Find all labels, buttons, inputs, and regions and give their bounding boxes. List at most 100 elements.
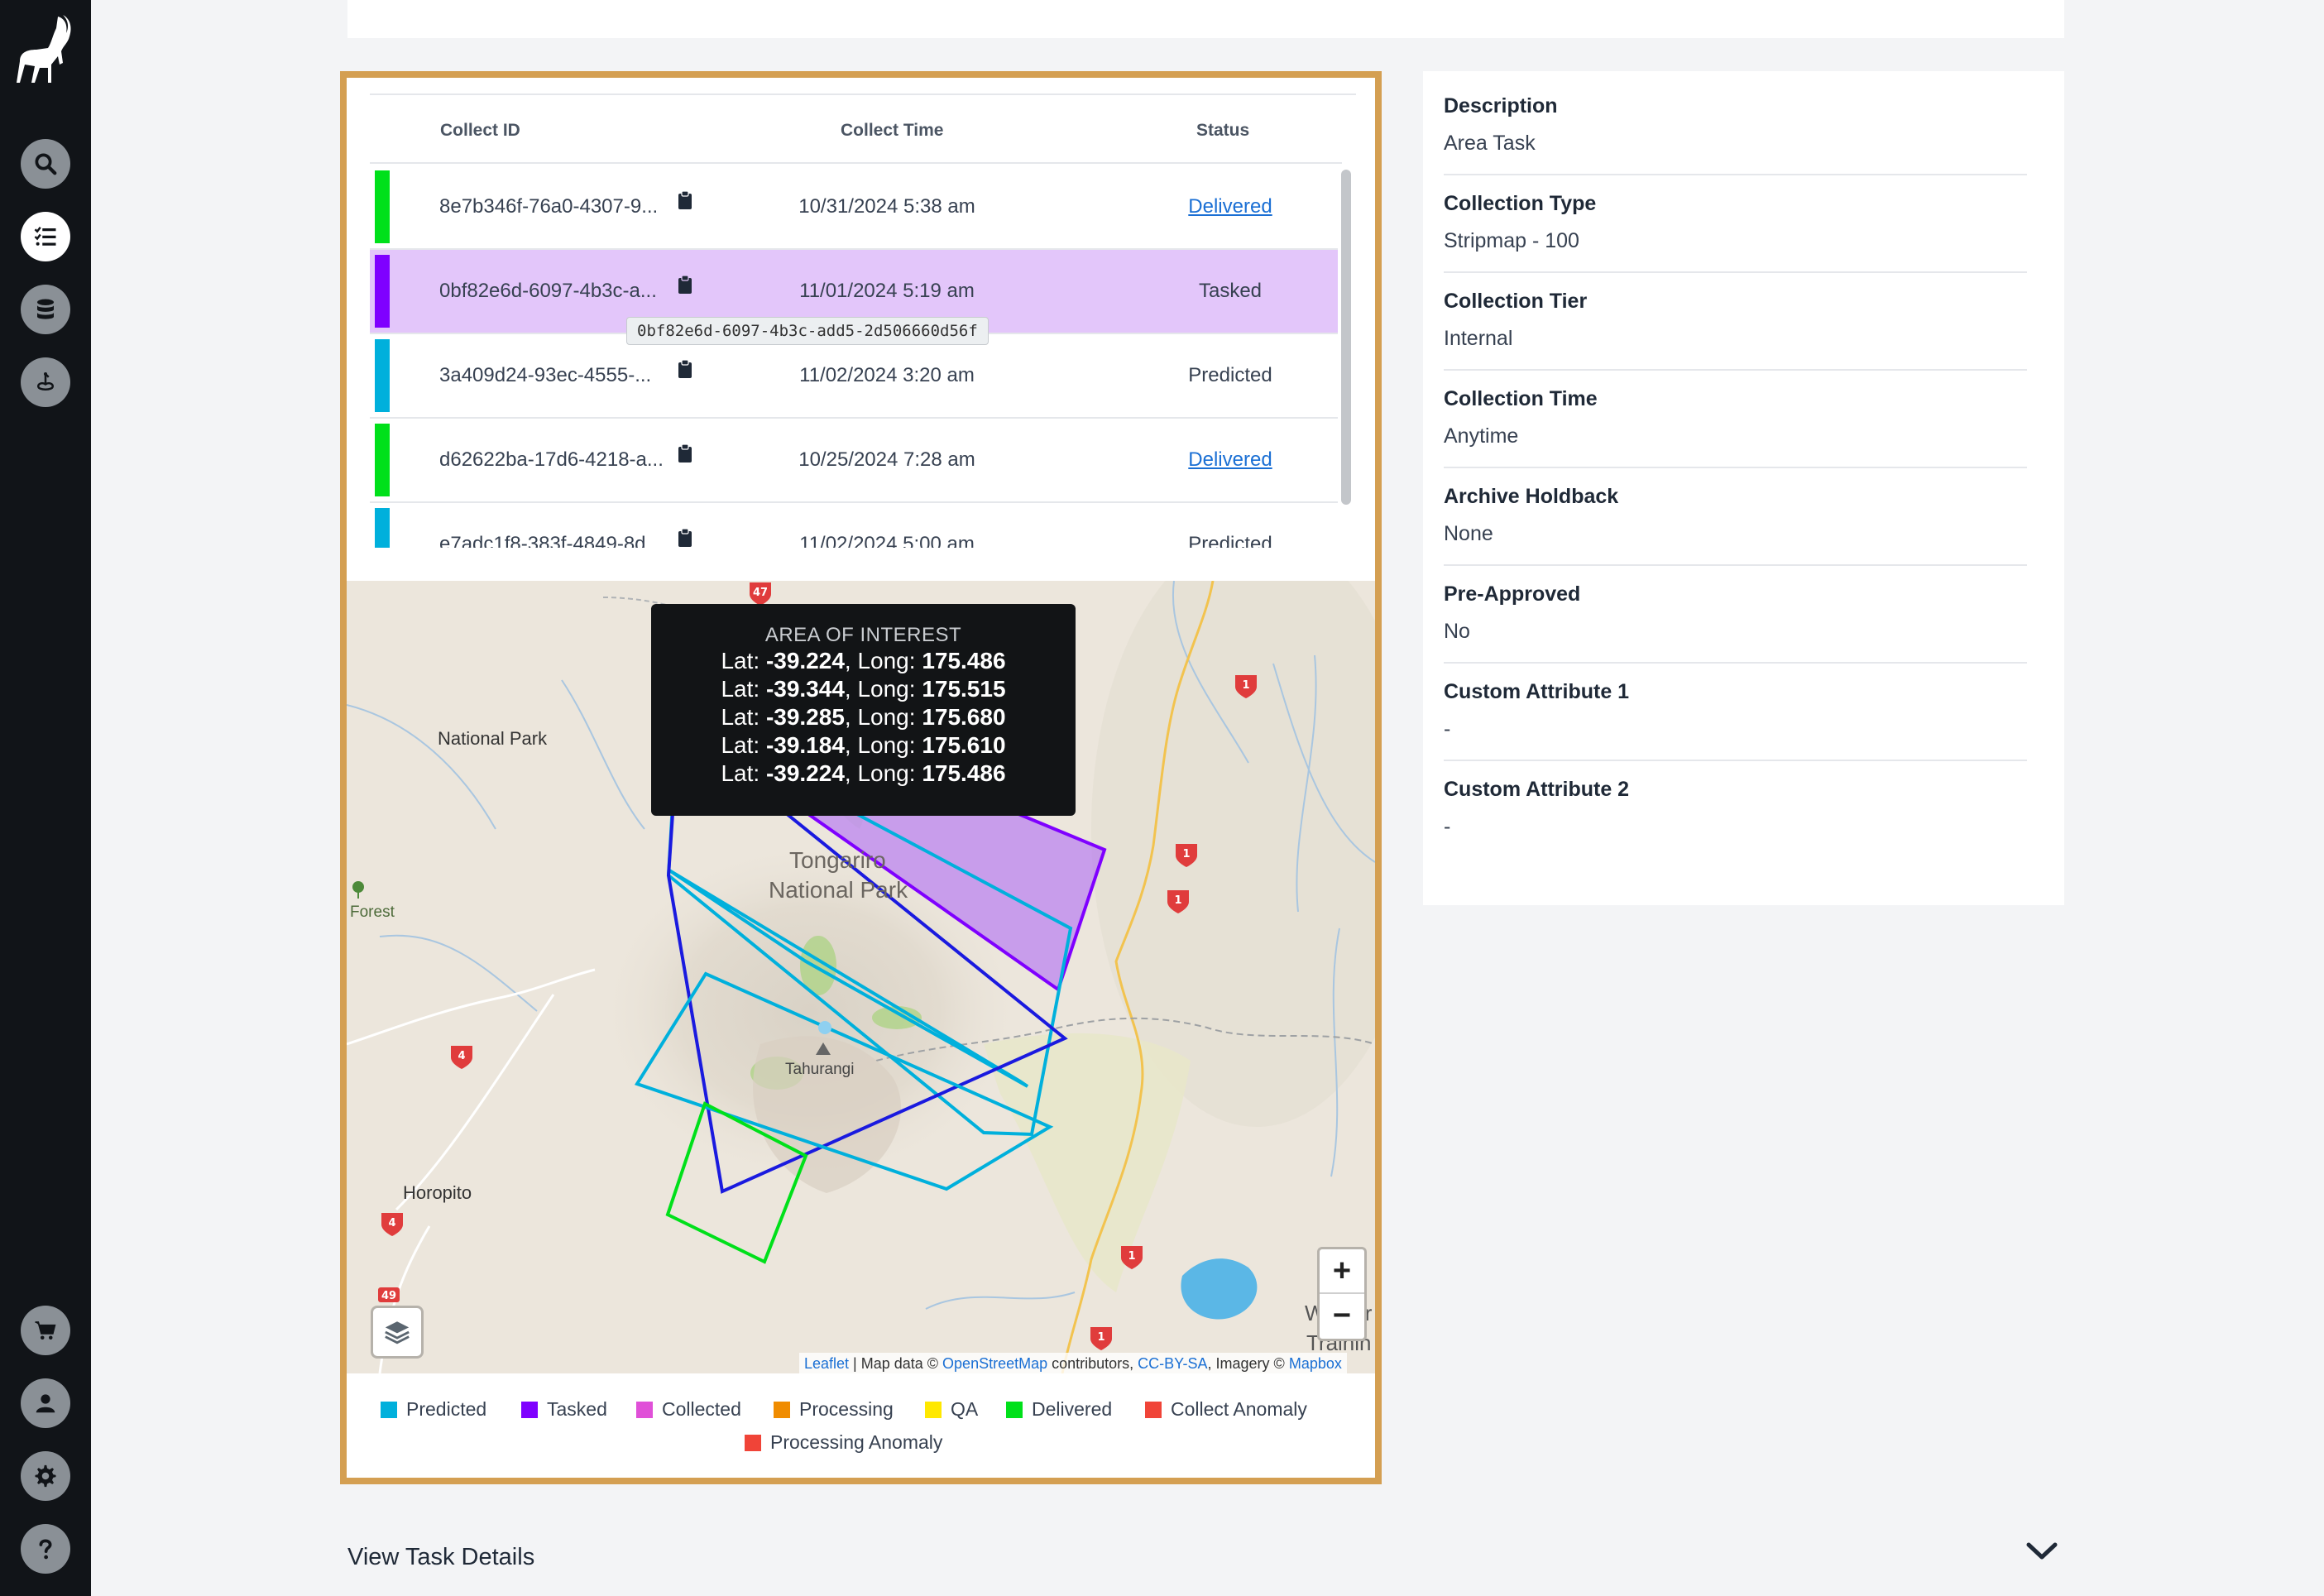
legend-swatch	[636, 1401, 653, 1418]
legend-item-predicted: Predicted	[381, 1398, 486, 1421]
collect-id: e7adc1f8-383f-4849-8d...	[439, 533, 663, 548]
road-number: 4	[458, 1050, 465, 1062]
road-shield-icon: 4	[451, 1046, 472, 1069]
detail-collection-type: Collection Type Stripmap - 100	[1444, 192, 2027, 273]
database-icon	[37, 299, 54, 319]
road-number: 1	[1128, 1250, 1135, 1263]
collects-table-body: 8e7b346f-76a0-4307-9... 10/31/2024 5:38 …	[370, 162, 1342, 548]
detail-divider	[1444, 271, 2027, 273]
road-number: 1	[1097, 1331, 1104, 1344]
collect-time: 11/01/2024 5:19 am	[799, 280, 975, 302]
clipboard-icon[interactable]	[678, 275, 692, 295]
road-shield-icon: 1	[1235, 675, 1257, 698]
zoom-in-button[interactable]: +	[1332, 1253, 1352, 1288]
zoom-out-button[interactable]: −	[1332, 1297, 1352, 1333]
table-scrollbar[interactable]	[1341, 170, 1351, 505]
map-label-horopito: Horopito	[403, 1182, 472, 1203]
legend-swatch	[381, 1401, 397, 1418]
map-label-tongariro-park: National Park	[769, 877, 908, 903]
detail-label: Custom Attribute 1	[1444, 680, 1630, 703]
legend-swatch	[521, 1401, 538, 1418]
legend-swatch	[925, 1401, 942, 1418]
chevron-down-icon[interactable]	[2025, 1541, 2058, 1562]
collect-id: 3a409d24-93ec-4555-...	[439, 364, 652, 386]
detail-value: -	[1444, 815, 1451, 838]
leaflet-link[interactable]: Leaflet	[804, 1355, 850, 1372]
account-nav-button[interactable]	[21, 1378, 70, 1428]
detail-value: None	[1444, 522, 1493, 545]
road-shield-icon: 1	[1121, 1246, 1143, 1269]
ccbysa-link[interactable]: CC-BY-SA	[1138, 1355, 1208, 1372]
tree-icon	[352, 881, 364, 899]
search-icon	[35, 153, 57, 175]
collect-time-header[interactable]: Collect Time	[841, 121, 944, 140]
mapbox-link[interactable]: Mapbox	[1288, 1355, 1342, 1372]
detail-label: Description	[1444, 94, 1558, 117]
collect-id-header[interactable]: Collect ID	[440, 121, 520, 140]
help-icon	[39, 1539, 52, 1560]
map-label-forest: Forest	[350, 903, 395, 921]
detail-label: Collection Time	[1444, 387, 1598, 410]
detail-collection-time: Collection Time Anytime	[1444, 387, 2027, 468]
aoi-title: AREA OF INTEREST	[764, 624, 962, 646]
clipboard-icon[interactable]	[678, 359, 692, 379]
legend-swatch	[1145, 1401, 1162, 1418]
osm-link[interactable]: OpenStreetMap	[942, 1355, 1048, 1372]
ground-station-nav-button[interactable]	[21, 357, 70, 407]
detail-collection-tier: Collection Tier Internal	[1444, 290, 2027, 371]
detail-label: Collection Type	[1444, 192, 1597, 215]
zoom-divider	[1320, 1292, 1364, 1294]
detail-label: Archive Holdback	[1444, 485, 1619, 508]
detail-divider	[1444, 662, 2027, 664]
collect-time: 10/25/2024 7:28 am	[798, 448, 975, 471]
status-color-bar	[375, 339, 390, 412]
table-row[interactable]: 8e7b346f-76a0-4307-9... 10/31/2024 5:38 …	[370, 165, 1338, 250]
legend-swatch	[774, 1401, 790, 1418]
detail-custom-attribute-2: Custom Attribute 2 -	[1444, 778, 2027, 839]
tasks-nav-button[interactable]	[21, 212, 70, 261]
detail-divider	[1444, 174, 2027, 175]
database-nav-button[interactable]	[21, 285, 70, 334]
detail-label: Custom Attribute 2	[1444, 778, 1630, 801]
map-label-tahurangi: Tahurangi	[785, 1061, 855, 1078]
legend-swatch	[1006, 1401, 1023, 1418]
table-row[interactable]: e7adc1f8-383f-4849-8d... 11/02/2024 5:00…	[370, 503, 1338, 548]
zoom-control: + −	[1317, 1247, 1367, 1341]
road-number: 4	[388, 1217, 395, 1229]
legend-item-collected: Collected	[636, 1398, 741, 1421]
status-link-delivered[interactable]: Delivered	[1188, 448, 1272, 471]
legend-item-delivered: Delivered	[1006, 1398, 1112, 1421]
detail-archive-holdback: Archive Holdback None	[1444, 485, 2027, 566]
detail-description: Description Area Task	[1444, 94, 2027, 175]
road-shield-icon: 1	[1176, 844, 1197, 867]
road-shield-icon: 1	[1167, 890, 1189, 913]
legend-item-tasked: Tasked	[521, 1398, 607, 1421]
cart-nav-button[interactable]	[21, 1306, 70, 1355]
road-shield-icon: 1	[1090, 1327, 1112, 1350]
status-header[interactable]: Status	[1196, 121, 1250, 140]
layers-button[interactable]	[371, 1306, 424, 1359]
help-nav-button[interactable]	[21, 1524, 70, 1574]
table-row[interactable]: 3a409d24-93ec-4555-... 11/02/2024 3:20 a…	[370, 334, 1338, 419]
legend-item-collect-anomaly: Collect Anomaly	[1145, 1398, 1307, 1421]
map-canvas	[347, 581, 1375, 1373]
clipboard-icon[interactable]	[678, 443, 692, 463]
legend-item-qa: QA	[925, 1398, 978, 1421]
detail-label: Collection Tier	[1444, 290, 1588, 313]
detail-divider	[1444, 760, 2027, 761]
legend-item-processing: Processing	[774, 1398, 894, 1421]
detail-divider	[1444, 467, 2027, 468]
search-nav-button[interactable]	[21, 139, 70, 189]
detail-value: Anytime	[1444, 424, 1519, 448]
peak-icon	[816, 1042, 831, 1055]
ibex-logo[interactable]	[15, 13, 76, 94]
view-task-details-toggle[interactable]: View Task Details	[347, 1544, 535, 1570]
status-link-delivered[interactable]: Delivered	[1188, 195, 1272, 218]
clipboard-icon[interactable]	[678, 190, 692, 210]
road-number: 1	[1182, 848, 1190, 860]
map[interactable]: National Park Tongariro National Park Fo…	[347, 581, 1375, 1373]
table-row[interactable]: d62622ba-17d6-4218-a... 10/25/2024 7:28 …	[370, 419, 1338, 503]
clipboard-icon[interactable]	[678, 528, 692, 548]
settings-nav-button[interactable]	[21, 1451, 70, 1501]
aoi-coordinate: Lat: -39.224, Long: 175.486	[721, 760, 1006, 786]
